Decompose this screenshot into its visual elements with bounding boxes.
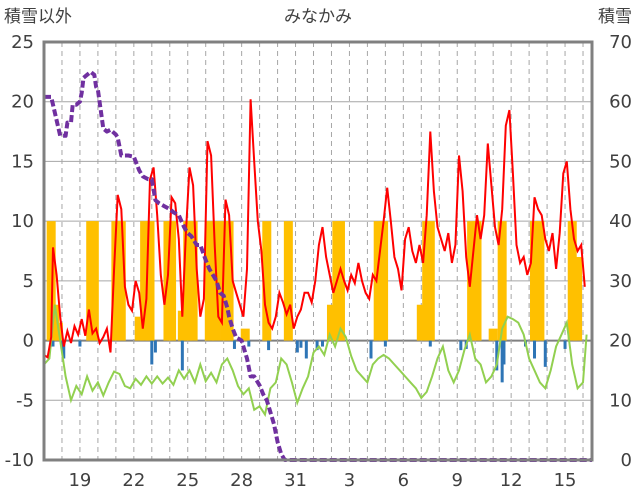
precip-bar <box>573 256 583 341</box>
precip-negative-bar <box>247 340 251 347</box>
x-tick-label: 31 <box>284 470 307 491</box>
precip-bar <box>183 221 193 341</box>
x-tick-label: 9 <box>452 470 463 491</box>
x-tick-label: 28 <box>230 470 253 491</box>
left-tick-label: 20 <box>11 92 34 113</box>
x-tick-label: 3 <box>344 470 355 491</box>
precip-negative-bar <box>495 340 499 371</box>
precip-bar <box>335 221 345 341</box>
snow-depth-line <box>44 69 592 462</box>
precip-bar <box>204 221 214 341</box>
precip-bar <box>283 221 293 341</box>
precip-bar <box>262 221 272 341</box>
precip-bar <box>89 221 99 341</box>
right-tick-label: 10 <box>609 390 632 411</box>
precip-negative-bar <box>320 340 324 347</box>
right-tick-label: 60 <box>609 92 632 113</box>
precip-bar <box>111 221 121 341</box>
x-tick-label: 25 <box>176 470 199 491</box>
precip-negative-bar <box>153 340 157 353</box>
precip-bar <box>240 328 250 341</box>
precip-negative-bar <box>299 340 303 348</box>
precip-negative-bar <box>500 340 504 383</box>
precip-negative-bar <box>383 340 387 347</box>
precip-bar <box>188 221 198 341</box>
right-tick-label: 0 <box>621 450 632 471</box>
precip-negative-bar <box>51 340 55 347</box>
precip-negative-bar <box>78 340 82 347</box>
right-tick-label: 50 <box>609 151 632 172</box>
left-tick-label: -5 <box>16 390 34 411</box>
precip-bar <box>472 221 482 341</box>
precip-bar <box>373 221 383 341</box>
chart-title: みなかみ <box>284 7 352 27</box>
right-tick-label: 20 <box>609 331 632 352</box>
precip-negative-bar <box>150 340 154 365</box>
x-tick-label: 6 <box>398 470 409 491</box>
precip-negative-bar <box>304 340 308 359</box>
left-tick-label: -10 <box>5 450 34 471</box>
precip-bar <box>116 221 126 341</box>
precip-negative-bar <box>267 340 271 351</box>
precip-negative-bar <box>563 340 567 349</box>
precip-bar <box>467 221 477 341</box>
precip-bar <box>535 221 545 341</box>
precip-bar <box>134 316 144 341</box>
left-axis-title: 積雪以外 <box>4 7 72 27</box>
precip-negative-bar <box>533 340 537 359</box>
precip-bar <box>46 221 56 341</box>
x-tick-label: 15 <box>554 470 577 491</box>
series-lines <box>43 69 592 462</box>
x-tick-label: 19 <box>68 470 91 491</box>
temp-max-line <box>43 99 586 359</box>
precip-negative-bar <box>62 340 66 359</box>
precip-bar <box>140 221 150 341</box>
precip-negative-bar <box>232 340 236 349</box>
precip-negative-bar <box>60 340 64 349</box>
left-tick-label: 10 <box>11 211 34 232</box>
temp-min-line <box>43 304 588 418</box>
x-tick-label: 22 <box>122 470 145 491</box>
right-tick-label: 40 <box>609 211 632 232</box>
precip-negative-bar <box>295 340 299 353</box>
precip-bar <box>425 221 435 341</box>
precip-bar <box>530 221 540 341</box>
precip-bar <box>145 221 155 341</box>
left-tick-label: 5 <box>23 271 34 292</box>
precip-bar <box>497 221 507 341</box>
right-axis-title: 積雪 <box>598 7 632 27</box>
precip-bar <box>224 221 234 341</box>
precip-bar <box>567 221 577 341</box>
precip-negative-bar <box>428 340 432 347</box>
precip-negative-bar <box>459 340 463 351</box>
left-tick-label: 15 <box>11 151 34 172</box>
left-tick-label: 0 <box>23 331 34 352</box>
precip-negative-bar <box>315 340 319 351</box>
plot-frame <box>42 40 594 462</box>
precip-bar <box>177 310 187 341</box>
precip-bar <box>488 328 498 341</box>
right-tick-label: 30 <box>609 271 632 292</box>
precip-bar <box>167 221 177 341</box>
right-tick-label: 70 <box>609 32 632 53</box>
precip-negative-bar <box>369 340 373 359</box>
precip-bar <box>326 304 336 341</box>
precip-bar <box>416 304 426 341</box>
precip-bar <box>379 221 389 341</box>
precip-negative-bar <box>180 340 184 371</box>
precip-negative-bar <box>502 340 506 365</box>
x-tick-label: 12 <box>500 470 523 491</box>
left-tick-label: 25 <box>11 32 34 53</box>
precip-negative-bar <box>543 340 547 367</box>
